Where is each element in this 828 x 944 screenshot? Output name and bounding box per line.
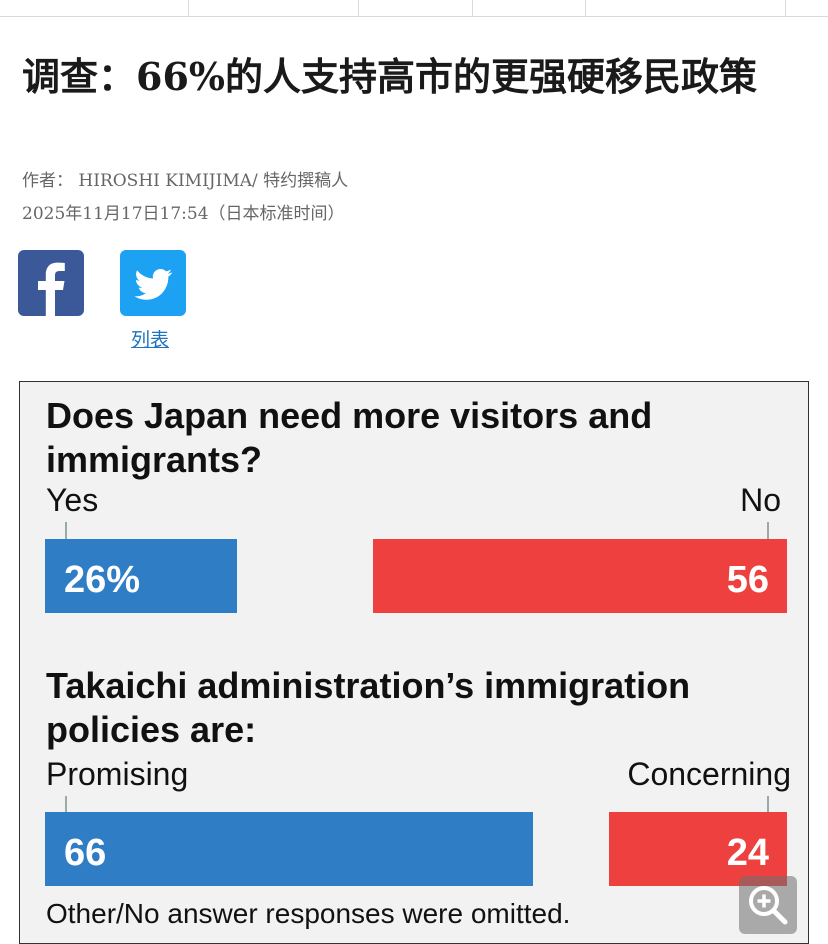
label-tick	[767, 796, 769, 814]
question-1-yes-label: Yes	[46, 482, 99, 518]
question-1-no-bar: 56	[373, 539, 787, 613]
nav-divider	[358, 0, 359, 16]
question-1-no-value: 56	[726, 559, 769, 601]
question-1-title: Does Japan need more visitors and immigr…	[46, 395, 653, 480]
list-link[interactable]: 列表	[131, 329, 170, 351]
nav-divider	[472, 0, 473, 16]
poll-graphic: Does Japan need more visitors and immigr…	[19, 381, 809, 944]
article-headline: 调查：66%的人支持高市的更强硬移民政策	[22, 54, 757, 99]
facebook-icon	[38, 262, 65, 316]
nav-divider	[188, 0, 189, 16]
question-1-no-label: No	[740, 482, 781, 518]
question-2-title: Takaichi administration’s immigration po…	[46, 665, 691, 750]
twitter-icon	[134, 269, 173, 300]
zoom-in-icon	[749, 886, 788, 925]
article-author: 作者： HIROSHI KIMIJIMA/ 特约撰稿人	[22, 171, 349, 191]
question-2-concerning-value: 24	[726, 832, 769, 874]
question-1-yes-value: 26%	[64, 559, 141, 601]
question-2-promising-label: Promising	[46, 756, 189, 792]
nav-divider	[785, 0, 786, 16]
article-date: 2025年11月17日17:54（日本标准时间）	[22, 204, 345, 224]
question-2-concerning-label: Concerning	[627, 756, 791, 792]
nav-divider	[585, 0, 586, 16]
top-nav-bar	[0, 0, 828, 17]
twitter-share-button[interactable]	[120, 250, 186, 316]
label-tick	[65, 522, 67, 540]
question-1-yes-bar: 26%	[45, 539, 237, 613]
graphic-footnote: Other/No answer responses were omitted.	[46, 898, 571, 929]
question-2-concerning-bar: 24	[609, 812, 787, 886]
question-2-promising-bar: 66	[45, 812, 533, 886]
label-tick	[767, 522, 769, 540]
question-2-promising-value: 66	[64, 832, 107, 874]
facebook-share-button[interactable]	[18, 250, 84, 316]
zoom-in-button[interactable]	[739, 876, 797, 934]
label-tick	[65, 796, 67, 814]
